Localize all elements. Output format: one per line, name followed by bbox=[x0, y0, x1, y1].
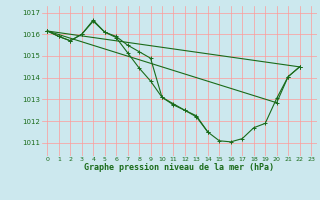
X-axis label: Graphe pression niveau de la mer (hPa): Graphe pression niveau de la mer (hPa) bbox=[84, 163, 274, 172]
